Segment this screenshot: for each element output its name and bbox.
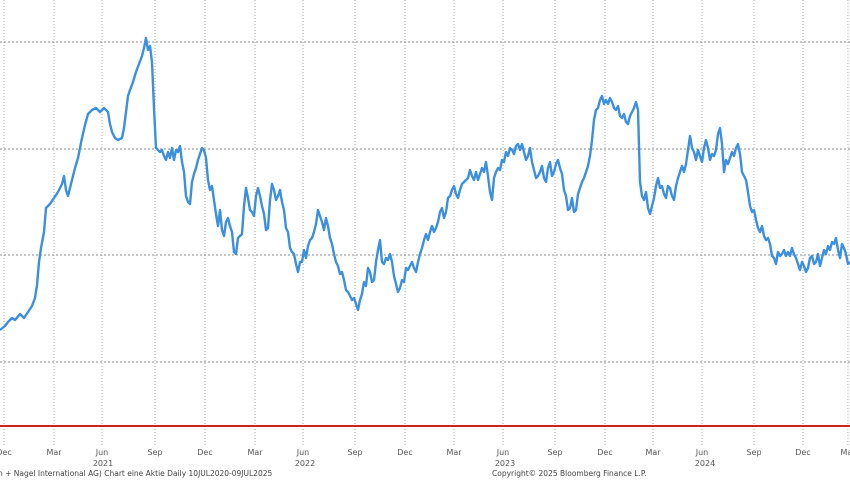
x-tick-label: Jun [695, 448, 709, 457]
x-year-label: 2021 [92, 459, 114, 468]
x-tick-label: Sep [347, 448, 363, 457]
vertical-gridlines [3, 0, 849, 446]
x-tick-label: Sep [147, 448, 163, 457]
x-year-label: 2024 [694, 459, 716, 468]
x-tick-label: Sep [547, 448, 563, 457]
x-tick-label: Dec [0, 448, 12, 457]
x-tick-label: Dec [197, 448, 213, 457]
x-tick-label: Mar [247, 448, 263, 457]
x-tick-label: Dec [597, 448, 613, 457]
copyright-text: Copyright© 2025 Bloomberg Finance L.P. [492, 469, 647, 478]
x-tick-label: Jun [296, 448, 310, 457]
x-tick-label: Dec [397, 448, 413, 457]
x-year-label: 2022 [294, 459, 316, 468]
horizontal-gridlines [0, 41, 850, 363]
x-tick-label: Jun [95, 448, 109, 457]
x-tick-label: Mar [446, 448, 462, 457]
x-tick-label: Dec [795, 448, 811, 457]
price-series-line [0, 36, 850, 331]
x-tick-label: Mar [645, 448, 661, 457]
x-tick-label: Mar [840, 448, 850, 457]
x-tick-label: Sep [746, 448, 762, 457]
chart-description: n + Nagel International AG) Chart eine A… [0, 469, 273, 478]
x-year-label: 2023 [494, 459, 516, 468]
x-tick-label: Mar [46, 448, 62, 457]
x-tick-label: Jun [496, 448, 510, 457]
